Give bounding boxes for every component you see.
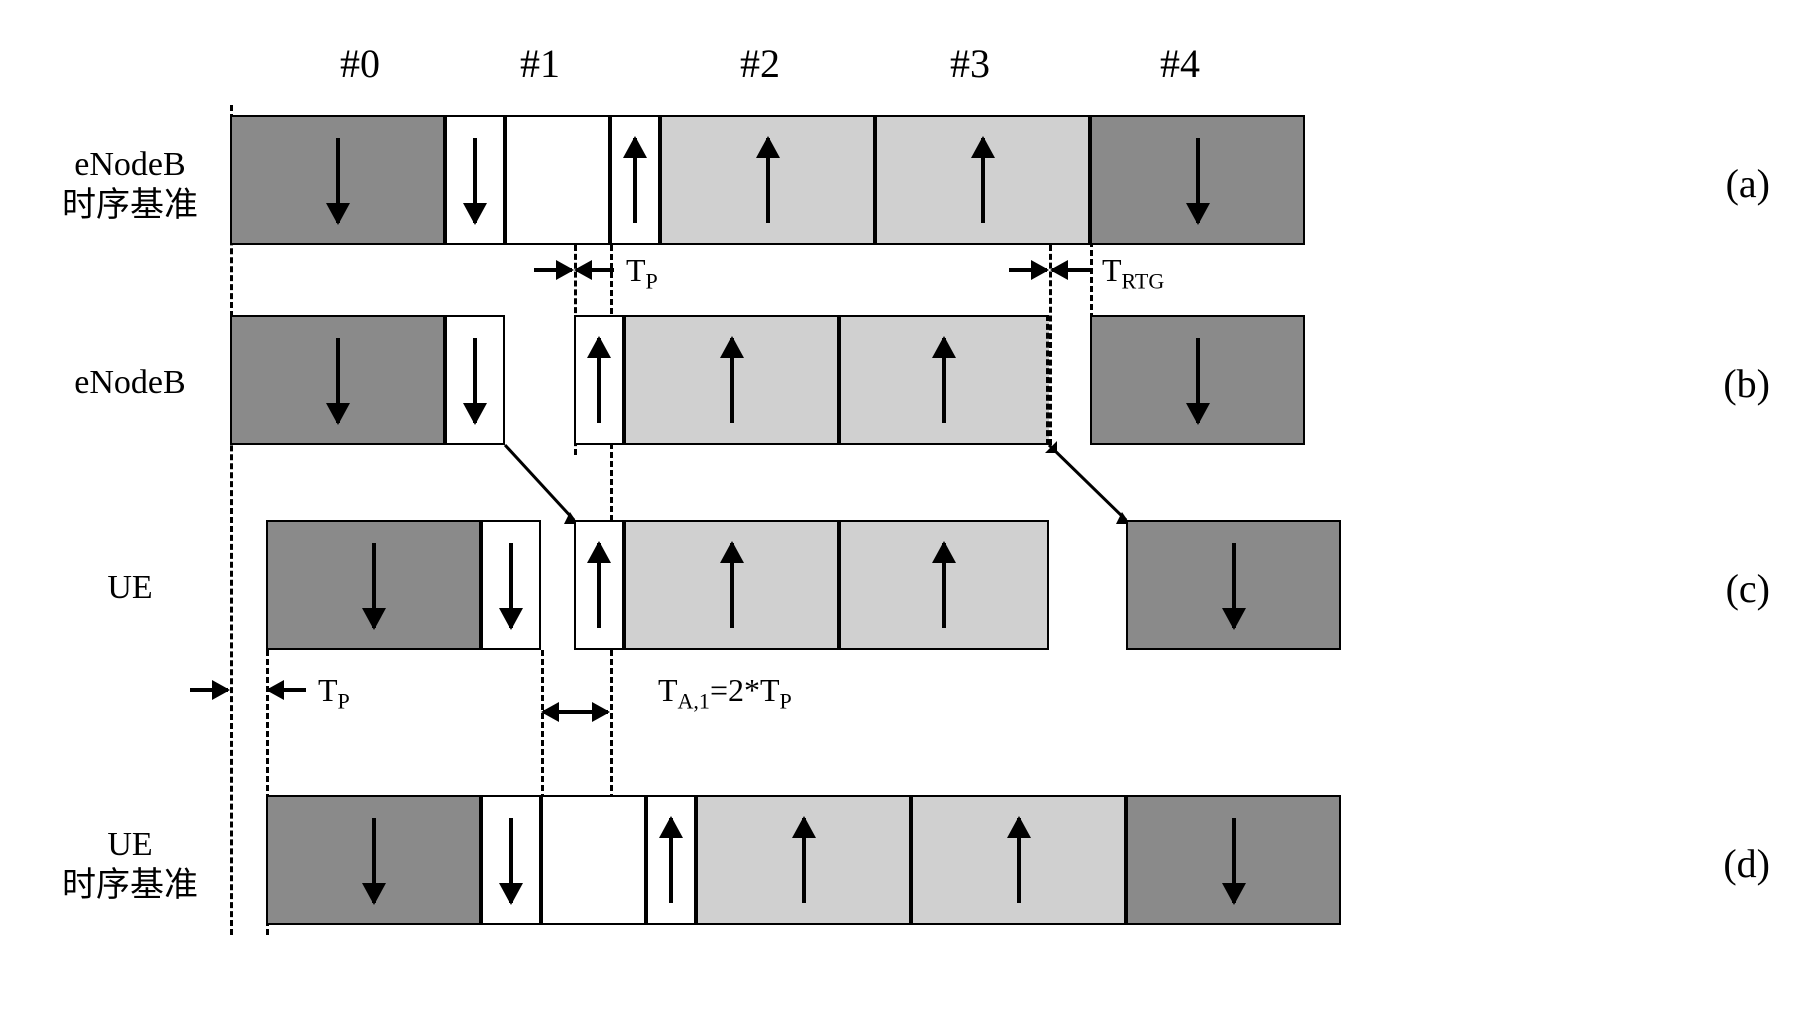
row-a-letter: (a): [1726, 160, 1770, 207]
dim-ta-arrow: [543, 710, 608, 714]
row-c-block-3: [624, 520, 839, 650]
row-d-block-2: [541, 795, 646, 925]
guide-ta-left: [541, 650, 544, 800]
row-d-block-4: [696, 795, 911, 925]
row-b-label: eNodeB: [40, 363, 220, 404]
row-d: UE 时序基准 (d): [40, 795, 1770, 925]
row-c-label-line1: UE: [107, 569, 152, 606]
row-a-block-4: [660, 115, 875, 245]
row-a-label-line2: 时序基准: [40, 186, 220, 227]
dim-tp-bot-arrow-r: [268, 688, 306, 692]
row-d-block-1: [481, 795, 541, 925]
row-b-block-4: [839, 315, 1049, 445]
row-c-block-0: [266, 520, 481, 650]
row-b-label-line1: eNodeB: [74, 364, 185, 401]
row-d-block-5: [911, 795, 1126, 925]
dim-tp-bot-label: TP: [318, 672, 350, 714]
row-a-label: eNodeB 时序基准: [40, 145, 220, 227]
dim-ta-label: TA,1=2*TP: [658, 672, 792, 714]
row-d-block-0: [266, 795, 481, 925]
dim-tp-top-arrow-l: [534, 268, 572, 272]
col-label-3: #3: [950, 40, 990, 87]
row-c-block-2: [574, 520, 624, 650]
row-a-label-line1: eNodeB: [74, 146, 185, 183]
row-b-block-1: [445, 315, 505, 445]
row-a: eNodeB 时序基准 (a): [40, 115, 1770, 245]
row-a-block-2: [505, 115, 610, 245]
row-c-letter: (c): [1726, 565, 1770, 612]
row-d-block-6: [1126, 795, 1341, 925]
dim-trtg-label: TRTG: [1102, 252, 1164, 294]
row-c-label: UE: [40, 568, 220, 609]
row-d-label: UE 时序基准: [40, 825, 220, 907]
dim-tp-top-label: TP: [626, 252, 658, 294]
dim-trtg-arrow-l: [1009, 268, 1047, 272]
row-a-block-5: [875, 115, 1090, 245]
dim-tp-top-arrow-r: [576, 268, 614, 272]
row-d-letter: (d): [1723, 840, 1770, 887]
col-label-1: #1: [520, 40, 560, 87]
dim-tp-bot-arrow-l: [190, 688, 228, 692]
row-b: eNodeB (b): [40, 315, 1770, 445]
row-b-block-3: [624, 315, 839, 445]
row-b-block-0: [230, 315, 445, 445]
row-a-block-3: [610, 115, 660, 245]
timing-diagram: #0 #1 #2 #3 #4 eNodeB 时序基准 (a) TP: [40, 40, 1770, 983]
row-b-letter: (b): [1723, 360, 1770, 407]
row-c-block-4: [839, 520, 1049, 650]
row-a-block-0: [230, 115, 445, 245]
row-a-block-1: [445, 115, 505, 245]
row-d-label-line1: UE: [107, 826, 152, 863]
col-label-4: #4: [1160, 40, 1200, 87]
row-a-block-6: [1090, 115, 1305, 245]
row-b-block-2: [574, 315, 624, 445]
dim-trtg-arrow-r: [1052, 268, 1090, 272]
column-headers: #0 #1 #2 #3 #4: [40, 40, 1770, 100]
col-label-2: #2: [740, 40, 780, 87]
row-c: UE (c): [40, 520, 1770, 650]
row-d-label-line2: 时序基准: [40, 866, 220, 907]
row-b-block-5: [1090, 315, 1305, 445]
row-c-block-5: [1126, 520, 1341, 650]
row-d-block-3: [646, 795, 696, 925]
row-c-block-1: [481, 520, 541, 650]
col-label-0: #0: [340, 40, 380, 87]
